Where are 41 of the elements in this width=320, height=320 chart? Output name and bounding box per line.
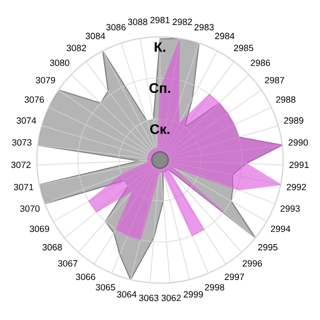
spoke-label: 2995	[258, 244, 278, 250]
spoke-label: 2990	[288, 139, 308, 146]
spoke-label: 2996	[242, 260, 262, 267]
spoke-label: 3064	[117, 291, 136, 298]
spoke-label: 3067	[58, 260, 78, 267]
spoke-label: 3084	[86, 32, 106, 40]
spoke-label: 3073	[12, 139, 32, 146]
spoke-label: 2989	[284, 117, 304, 124]
spoke-label: 2988	[276, 96, 296, 103]
spoke-label: 2991	[289, 162, 309, 168]
spoke-label: 2982	[172, 18, 192, 26]
spoke-label: 3086	[106, 24, 126, 30]
spoke-label: 2987	[264, 76, 284, 84]
spoke-label: 3072	[11, 162, 31, 168]
spoke-label: 3063	[139, 294, 158, 302]
y-tick-label: Ск.	[150, 124, 170, 134]
spoke-label: 3071	[14, 184, 34, 190]
spoke-label: 3065	[96, 284, 116, 290]
spoke-label: 3066	[76, 274, 96, 280]
spoke-label: 2986	[250, 60, 270, 66]
spoke-label: 3080	[50, 60, 70, 66]
spoke-label: 2993	[280, 205, 300, 212]
y-tick-label: К.	[154, 42, 166, 52]
spoke-label: 2985	[234, 44, 254, 52]
spoke-label: 3082	[66, 44, 86, 52]
spoke-label: 3068	[42, 244, 62, 250]
spoke-label: 2997	[224, 274, 244, 280]
spoke-label: 2999	[184, 291, 203, 298]
spoke-label: 3076	[24, 96, 44, 103]
spoke-label: 3062	[162, 294, 181, 302]
spoke-label: 2981	[150, 16, 170, 24]
spoke-label: 3069	[30, 226, 50, 232]
spoke-label: 2998	[204, 284, 224, 290]
spoke-label: 2994	[270, 226, 290, 232]
spoke-label: 2992	[286, 184, 306, 190]
spoke-label: 3070	[20, 205, 40, 212]
spoke-label: 3074	[16, 117, 36, 124]
spoke-label: 3079	[36, 76, 56, 84]
spoke-label: 3088	[128, 18, 148, 26]
spoke-label: 2984	[215, 32, 234, 40]
spoke-label: 2983	[194, 24, 214, 30]
